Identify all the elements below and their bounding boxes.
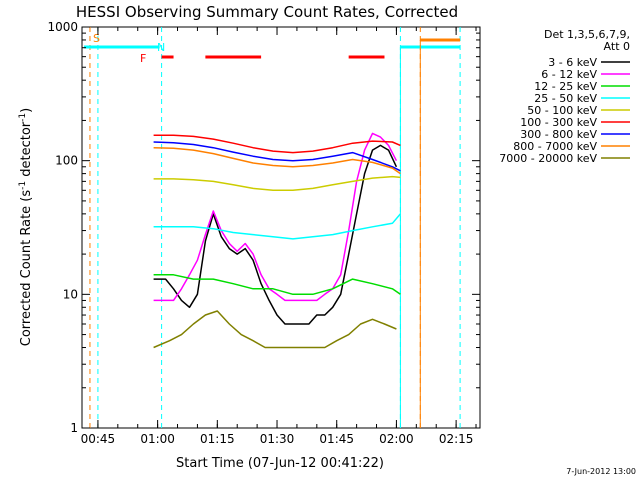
- y-axis-label-mid: detector: [19, 121, 34, 181]
- y-tick-label-0: 1: [70, 421, 78, 435]
- footer-date: 7-Jun-2012 13:00: [566, 467, 636, 476]
- x-tick-label-2: 01:15: [200, 432, 235, 446]
- y-tick-label-3: 1000: [47, 20, 78, 34]
- flag-s-label: S: [93, 32, 100, 45]
- axis-layer: 00:45 01:00 01:15 01:30 01:45 02:00 02:15 1 10 10…: [47, 20, 480, 446]
- y-axis-label-sup2: -1: [18, 113, 28, 122]
- legend-label-8: 7000 - 20000 keV: [499, 152, 597, 165]
- x-tick-label-3: 01:30: [260, 432, 295, 446]
- y-axis-label: Corrected Count Rate (s-1 detector-1): [18, 108, 34, 346]
- y-axis-label-sup1: -1: [18, 181, 28, 190]
- series-layer: [154, 133, 401, 347]
- series-line-1: [154, 133, 397, 300]
- y-axis-label-end: ): [19, 108, 34, 113]
- series-line-0: [154, 145, 397, 324]
- x-tick-label-1: 01:00: [140, 432, 175, 446]
- x-axis-label: Start Time (07-Jun-12 00:41:22): [176, 456, 384, 471]
- x-tick-label-6: 02:15: [439, 432, 474, 446]
- x-tick-label-5: 02:00: [379, 432, 414, 446]
- x-tick-label-4: 01:45: [319, 432, 354, 446]
- chart-title: HESSI Observing Summary Count Rates, Cor…: [76, 3, 458, 21]
- legend-header-2: Att 0: [604, 40, 630, 53]
- x-tick-label-0: 00:45: [81, 432, 116, 446]
- series-line-3: [154, 214, 401, 239]
- y-tick-label-1: 10: [63, 287, 78, 301]
- flag-layer: S N F: [84, 32, 460, 428]
- flag-f-label: F: [140, 52, 146, 65]
- series-line-2: [154, 275, 401, 295]
- y-tick-label-2: 100: [55, 154, 78, 168]
- y-axis-label-main: Corrected Count Rate (s: [19, 190, 34, 347]
- night-lines: [90, 27, 460, 428]
- series-line-8: [154, 311, 397, 348]
